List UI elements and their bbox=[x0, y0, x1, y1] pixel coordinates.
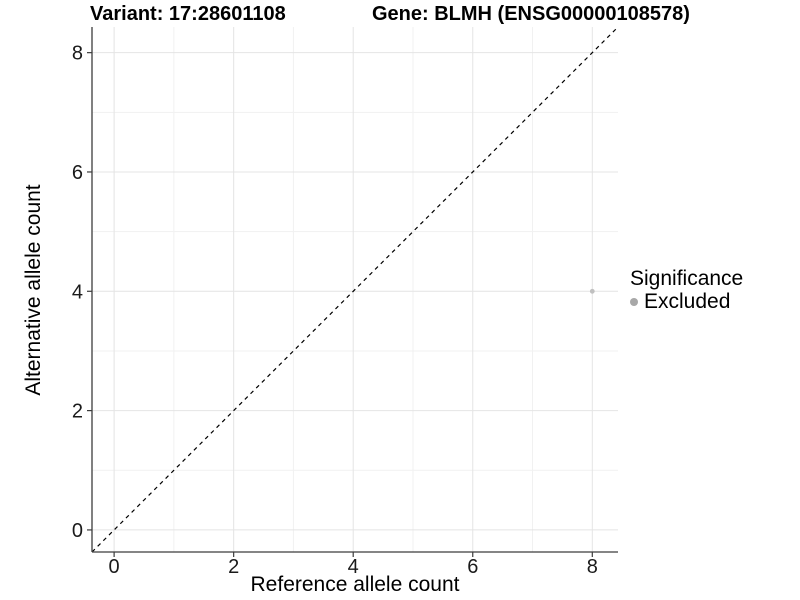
y-axis-title: Alternative allele count bbox=[22, 184, 45, 396]
y-tick-label: 4 bbox=[72, 281, 83, 303]
plot-title-gene: Gene: BLMH (ENSG00000108578) bbox=[372, 3, 690, 25]
x-tick-label: 6 bbox=[467, 556, 478, 578]
y-tick-label: 2 bbox=[72, 401, 83, 423]
legend: Significance Excluded bbox=[630, 268, 743, 313]
y-tick-label: 0 bbox=[72, 520, 83, 542]
y-tick-label: 8 bbox=[72, 43, 83, 65]
plot-title-variant: Variant: 17:28601108 bbox=[90, 3, 286, 25]
legend-title: Significance bbox=[630, 267, 744, 290]
identity-reference-line bbox=[91, 26, 619, 553]
x-tick-label: 4 bbox=[348, 556, 359, 578]
legend-item-excluded: Excluded bbox=[630, 291, 743, 313]
x-axis-title: Reference allele count bbox=[250, 573, 460, 596]
data-point bbox=[589, 288, 595, 294]
excluded-point-marker-icon bbox=[630, 298, 638, 306]
x-tick-label: 2 bbox=[228, 556, 239, 578]
x-tick-label: 8 bbox=[587, 556, 598, 578]
x-tick-label: 0 bbox=[109, 556, 120, 578]
legend-item-label: Excluded bbox=[644, 290, 731, 313]
y-tick-label: 6 bbox=[72, 162, 83, 184]
